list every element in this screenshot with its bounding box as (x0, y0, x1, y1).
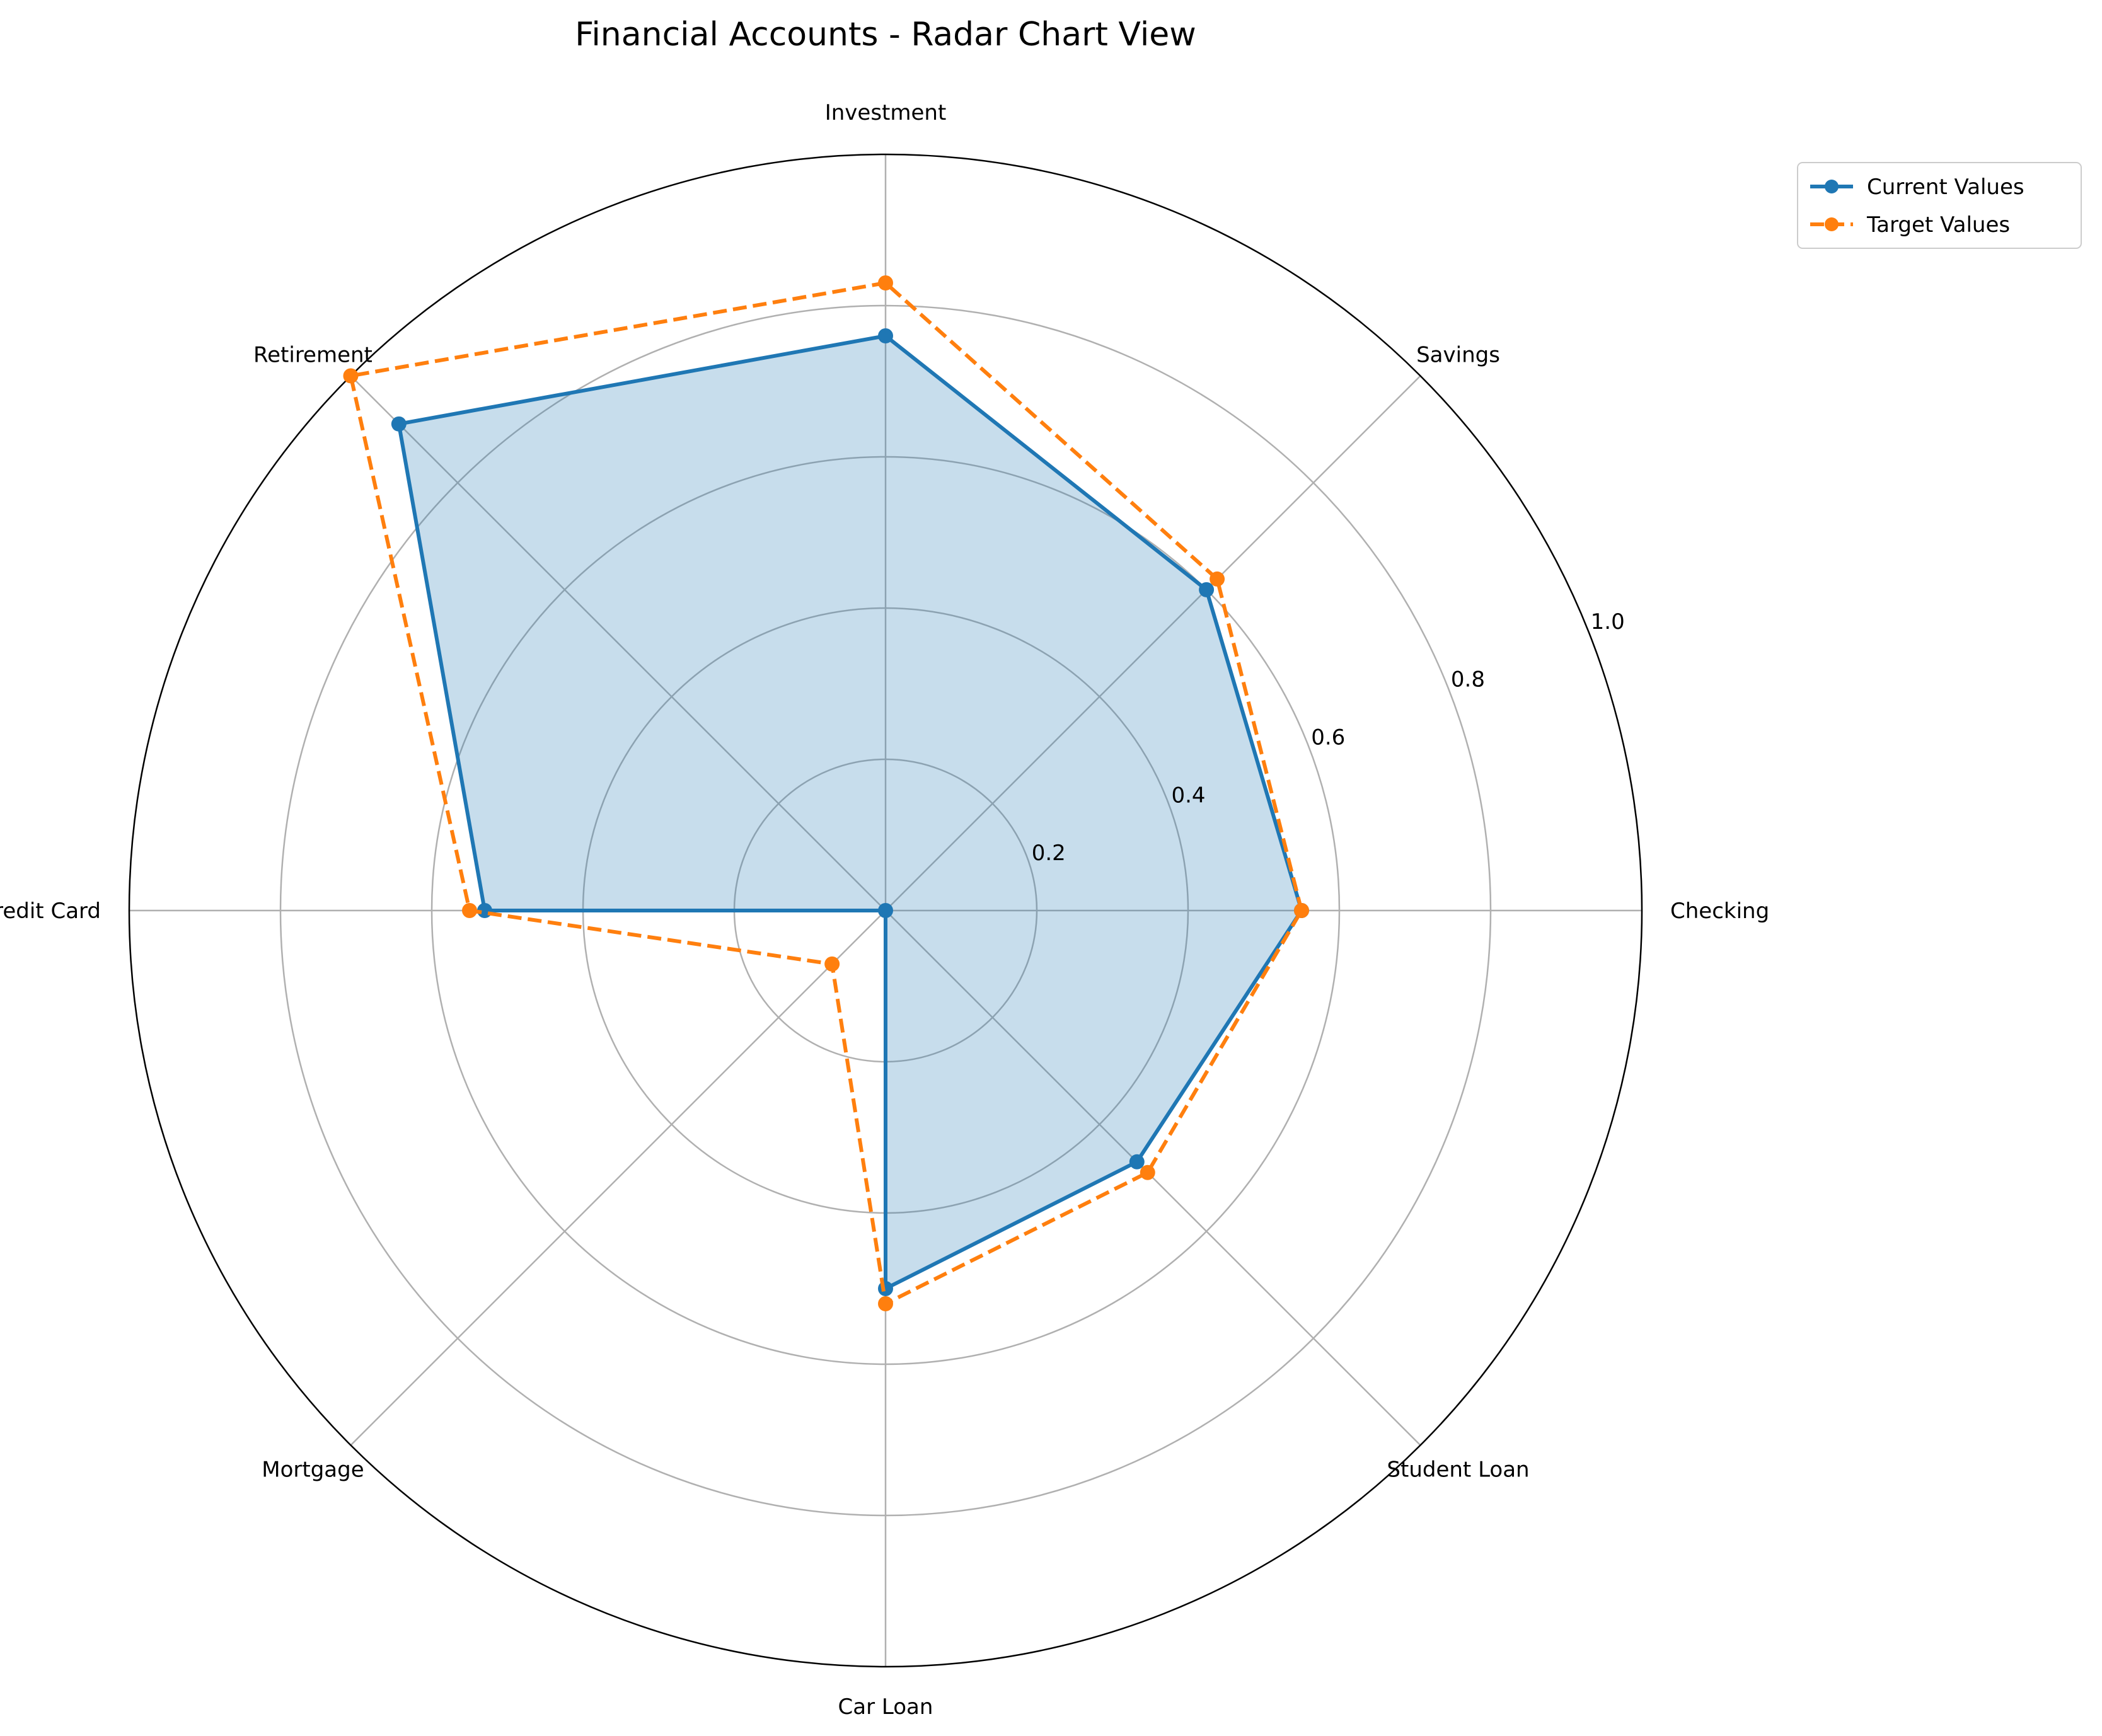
data-point-target-retirement (343, 368, 359, 384)
data-point-target-investment (878, 275, 893, 290)
data-point-current-investment (878, 328, 893, 343)
outer-frame (128, 153, 1643, 1668)
data-point-current-savings (1199, 582, 1215, 597)
spoke-retirement (350, 375, 886, 911)
series-fill-current (398, 336, 1302, 1289)
radial-tick-labels: 0.2 0.4 0.6 0.8 1.0 (1032, 609, 1625, 866)
category-label-checking: Checking (1670, 899, 1769, 924)
legend-label-target: Target Values (1866, 212, 2010, 238)
category-label-student-loan: Student Loan (1387, 1457, 1529, 1483)
data-point-target-checking (1294, 903, 1309, 918)
category-label-mortgage: Mortgage (262, 1457, 364, 1483)
spoke-mortgage (350, 910, 886, 1446)
radial-tick-5: 1.0 (1591, 609, 1625, 635)
legend-entry-current: Current Values (1810, 175, 2024, 200)
data-point-target-mortgage (824, 956, 840, 972)
spoke-savings (885, 375, 1421, 911)
legend-marker-target (1825, 217, 1839, 231)
data-point-target-credit-card (462, 903, 477, 918)
radial-tick-1: 0.2 (1032, 841, 1066, 866)
data-point-current-mortgage (878, 903, 893, 918)
legend-marker-current (1825, 180, 1839, 193)
data-point-current-car-loan (878, 1281, 893, 1296)
data-point-current-student-loan (1129, 1154, 1145, 1170)
data-point-target-savings (1210, 571, 1225, 587)
data-point-target-car-loan (878, 1296, 893, 1311)
chart-title: Financial Accounts - Radar Chart View (575, 16, 1196, 54)
category-labels: Checking Savings Investment Retirement Credi… (0, 100, 1769, 1720)
category-label-retirement: Retirement (253, 342, 372, 367)
legend-label-current: Current Values (1867, 175, 2024, 200)
category-label-credit-card: Credit Card (0, 899, 101, 924)
series-layer (343, 275, 1309, 1311)
data-point-target-student-loan (1140, 1164, 1155, 1180)
radial-tick-3: 0.6 (1311, 725, 1345, 750)
category-label-car-loan: Car Loan (838, 1694, 933, 1720)
category-label-savings: Savings (1416, 342, 1500, 367)
category-label-investment: Investment (825, 100, 947, 125)
legend-frame (1797, 162, 2082, 249)
radial-tick-2: 0.4 (1171, 783, 1205, 808)
legend: Current Values Target Values (1797, 162, 2082, 249)
data-point-current-retirement (391, 416, 407, 432)
legend-entry-target: Target Values (1810, 212, 2010, 238)
radial-tick-4: 0.8 (1451, 667, 1485, 693)
